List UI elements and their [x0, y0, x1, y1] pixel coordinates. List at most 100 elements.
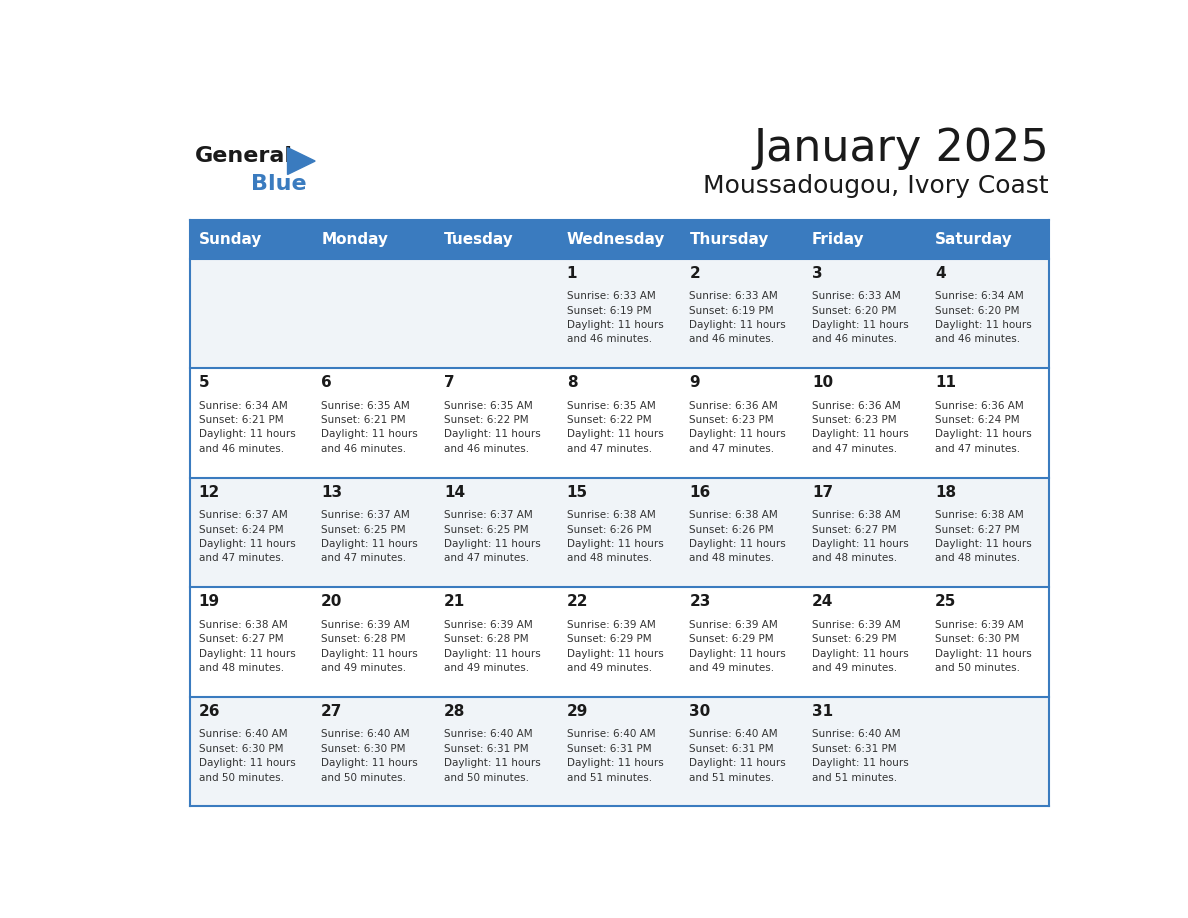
- Text: Sunrise: 6:40 AM
Sunset: 6:31 PM
Daylight: 11 hours
and 50 minutes.: Sunrise: 6:40 AM Sunset: 6:31 PM Dayligh…: [444, 730, 541, 782]
- FancyBboxPatch shape: [681, 588, 803, 697]
- Text: Sunrise: 6:39 AM
Sunset: 6:28 PM
Daylight: 11 hours
and 49 minutes.: Sunrise: 6:39 AM Sunset: 6:28 PM Dayligh…: [321, 620, 418, 673]
- FancyBboxPatch shape: [435, 588, 558, 697]
- Text: 5: 5: [198, 375, 209, 390]
- Text: 16: 16: [689, 485, 710, 499]
- Text: 22: 22: [567, 594, 588, 610]
- Text: Moussadougou, Ivory Coast: Moussadougou, Ivory Coast: [703, 174, 1049, 197]
- Text: Saturday: Saturday: [935, 231, 1012, 247]
- Text: 27: 27: [321, 704, 342, 719]
- FancyBboxPatch shape: [927, 259, 1049, 368]
- FancyBboxPatch shape: [435, 697, 558, 806]
- FancyBboxPatch shape: [558, 477, 681, 588]
- Text: Sunrise: 6:38 AM
Sunset: 6:27 PM
Daylight: 11 hours
and 48 minutes.: Sunrise: 6:38 AM Sunset: 6:27 PM Dayligh…: [935, 510, 1031, 564]
- Text: Sunrise: 6:34 AM
Sunset: 6:21 PM
Daylight: 11 hours
and 46 minutes.: Sunrise: 6:34 AM Sunset: 6:21 PM Dayligh…: [198, 400, 296, 453]
- FancyBboxPatch shape: [803, 259, 927, 368]
- FancyBboxPatch shape: [681, 368, 803, 477]
- Text: 2: 2: [689, 265, 700, 281]
- FancyBboxPatch shape: [803, 588, 927, 697]
- FancyBboxPatch shape: [803, 477, 927, 588]
- Text: Sunrise: 6:40 AM
Sunset: 6:31 PM
Daylight: 11 hours
and 51 minutes.: Sunrise: 6:40 AM Sunset: 6:31 PM Dayligh…: [813, 730, 909, 782]
- Text: 21: 21: [444, 594, 466, 610]
- FancyBboxPatch shape: [681, 259, 803, 368]
- Polygon shape: [287, 148, 315, 174]
- FancyBboxPatch shape: [681, 477, 803, 588]
- FancyBboxPatch shape: [558, 588, 681, 697]
- Text: Sunrise: 6:37 AM
Sunset: 6:25 PM
Daylight: 11 hours
and 47 minutes.: Sunrise: 6:37 AM Sunset: 6:25 PM Dayligh…: [444, 510, 541, 564]
- Text: 9: 9: [689, 375, 700, 390]
- Text: 25: 25: [935, 594, 956, 610]
- Text: 29: 29: [567, 704, 588, 719]
- FancyBboxPatch shape: [435, 368, 558, 477]
- Text: 14: 14: [444, 485, 465, 499]
- Text: Sunrise: 6:40 AM
Sunset: 6:30 PM
Daylight: 11 hours
and 50 minutes.: Sunrise: 6:40 AM Sunset: 6:30 PM Dayligh…: [321, 730, 418, 782]
- FancyBboxPatch shape: [435, 477, 558, 588]
- FancyBboxPatch shape: [558, 219, 681, 259]
- FancyBboxPatch shape: [312, 368, 435, 477]
- Text: Sunrise: 6:37 AM
Sunset: 6:24 PM
Daylight: 11 hours
and 47 minutes.: Sunrise: 6:37 AM Sunset: 6:24 PM Dayligh…: [198, 510, 296, 564]
- FancyBboxPatch shape: [190, 588, 312, 697]
- Text: 6: 6: [321, 375, 331, 390]
- FancyBboxPatch shape: [435, 259, 558, 368]
- Text: Sunrise: 6:36 AM
Sunset: 6:23 PM
Daylight: 11 hours
and 47 minutes.: Sunrise: 6:36 AM Sunset: 6:23 PM Dayligh…: [813, 400, 909, 453]
- Text: Tuesday: Tuesday: [444, 231, 513, 247]
- Text: Sunrise: 6:39 AM
Sunset: 6:29 PM
Daylight: 11 hours
and 49 minutes.: Sunrise: 6:39 AM Sunset: 6:29 PM Dayligh…: [689, 620, 786, 673]
- Text: General: General: [195, 146, 292, 166]
- FancyBboxPatch shape: [681, 697, 803, 806]
- Text: 1: 1: [567, 265, 577, 281]
- Text: 8: 8: [567, 375, 577, 390]
- FancyBboxPatch shape: [558, 697, 681, 806]
- FancyBboxPatch shape: [803, 697, 927, 806]
- FancyBboxPatch shape: [312, 477, 435, 588]
- Text: Sunrise: 6:40 AM
Sunset: 6:30 PM
Daylight: 11 hours
and 50 minutes.: Sunrise: 6:40 AM Sunset: 6:30 PM Dayligh…: [198, 730, 296, 782]
- Text: Sunrise: 6:40 AM
Sunset: 6:31 PM
Daylight: 11 hours
and 51 minutes.: Sunrise: 6:40 AM Sunset: 6:31 PM Dayligh…: [689, 730, 786, 782]
- Text: 15: 15: [567, 485, 588, 499]
- FancyBboxPatch shape: [927, 588, 1049, 697]
- FancyBboxPatch shape: [803, 219, 927, 259]
- Text: Sunrise: 6:38 AM
Sunset: 6:26 PM
Daylight: 11 hours
and 48 minutes.: Sunrise: 6:38 AM Sunset: 6:26 PM Dayligh…: [567, 510, 663, 564]
- Text: 17: 17: [813, 485, 833, 499]
- Text: Monday: Monday: [321, 231, 388, 247]
- Text: Blue: Blue: [251, 174, 307, 194]
- Text: Sunrise: 6:35 AM
Sunset: 6:22 PM
Daylight: 11 hours
and 46 minutes.: Sunrise: 6:35 AM Sunset: 6:22 PM Dayligh…: [444, 400, 541, 453]
- Text: Sunrise: 6:35 AM
Sunset: 6:22 PM
Daylight: 11 hours
and 47 minutes.: Sunrise: 6:35 AM Sunset: 6:22 PM Dayligh…: [567, 400, 663, 453]
- FancyBboxPatch shape: [681, 219, 803, 259]
- Text: 28: 28: [444, 704, 466, 719]
- Text: Sunrise: 6:39 AM
Sunset: 6:30 PM
Daylight: 11 hours
and 50 minutes.: Sunrise: 6:39 AM Sunset: 6:30 PM Dayligh…: [935, 620, 1031, 673]
- Text: Sunrise: 6:39 AM
Sunset: 6:29 PM
Daylight: 11 hours
and 49 minutes.: Sunrise: 6:39 AM Sunset: 6:29 PM Dayligh…: [813, 620, 909, 673]
- Text: 13: 13: [321, 485, 342, 499]
- Text: Sunrise: 6:34 AM
Sunset: 6:20 PM
Daylight: 11 hours
and 46 minutes.: Sunrise: 6:34 AM Sunset: 6:20 PM Dayligh…: [935, 291, 1031, 344]
- FancyBboxPatch shape: [190, 219, 312, 259]
- FancyBboxPatch shape: [558, 259, 681, 368]
- Text: Wednesday: Wednesday: [567, 231, 665, 247]
- Text: 20: 20: [321, 594, 342, 610]
- Text: 23: 23: [689, 594, 710, 610]
- Text: Sunrise: 6:37 AM
Sunset: 6:25 PM
Daylight: 11 hours
and 47 minutes.: Sunrise: 6:37 AM Sunset: 6:25 PM Dayligh…: [321, 510, 418, 564]
- FancyBboxPatch shape: [312, 219, 435, 259]
- Text: Sunrise: 6:40 AM
Sunset: 6:31 PM
Daylight: 11 hours
and 51 minutes.: Sunrise: 6:40 AM Sunset: 6:31 PM Dayligh…: [567, 730, 663, 782]
- FancyBboxPatch shape: [312, 588, 435, 697]
- Text: Sunrise: 6:33 AM
Sunset: 6:19 PM
Daylight: 11 hours
and 46 minutes.: Sunrise: 6:33 AM Sunset: 6:19 PM Dayligh…: [567, 291, 663, 344]
- FancyBboxPatch shape: [558, 368, 681, 477]
- FancyBboxPatch shape: [927, 477, 1049, 588]
- FancyBboxPatch shape: [927, 368, 1049, 477]
- Text: 19: 19: [198, 594, 220, 610]
- Text: 31: 31: [813, 704, 833, 719]
- Text: Sunrise: 6:33 AM
Sunset: 6:19 PM
Daylight: 11 hours
and 46 minutes.: Sunrise: 6:33 AM Sunset: 6:19 PM Dayligh…: [689, 291, 786, 344]
- FancyBboxPatch shape: [927, 697, 1049, 806]
- Text: Friday: Friday: [813, 231, 865, 247]
- Text: 26: 26: [198, 704, 220, 719]
- Text: Sunrise: 6:33 AM
Sunset: 6:20 PM
Daylight: 11 hours
and 46 minutes.: Sunrise: 6:33 AM Sunset: 6:20 PM Dayligh…: [813, 291, 909, 344]
- FancyBboxPatch shape: [190, 477, 312, 588]
- Text: Thursday: Thursday: [689, 231, 769, 247]
- FancyBboxPatch shape: [190, 697, 312, 806]
- Text: 11: 11: [935, 375, 956, 390]
- Text: January 2025: January 2025: [753, 127, 1049, 170]
- Text: 10: 10: [813, 375, 833, 390]
- FancyBboxPatch shape: [927, 219, 1049, 259]
- Text: Sunrise: 6:35 AM
Sunset: 6:21 PM
Daylight: 11 hours
and 46 minutes.: Sunrise: 6:35 AM Sunset: 6:21 PM Dayligh…: [321, 400, 418, 453]
- Text: 4: 4: [935, 265, 946, 281]
- Text: Sunrise: 6:36 AM
Sunset: 6:23 PM
Daylight: 11 hours
and 47 minutes.: Sunrise: 6:36 AM Sunset: 6:23 PM Dayligh…: [689, 400, 786, 453]
- FancyBboxPatch shape: [803, 368, 927, 477]
- Text: 18: 18: [935, 485, 956, 499]
- Text: 12: 12: [198, 485, 220, 499]
